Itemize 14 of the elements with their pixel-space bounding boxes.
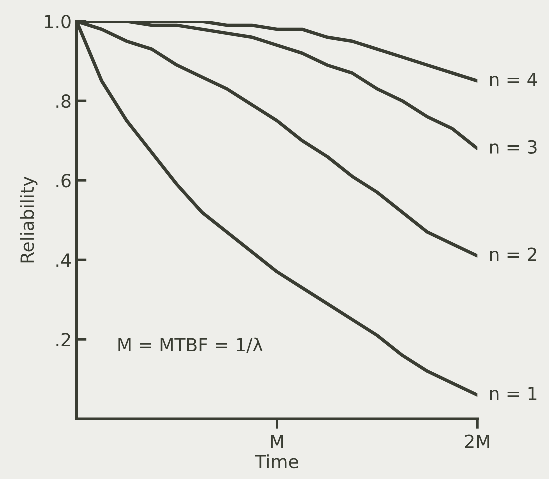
y-tick-label: .8 [56,94,71,108]
annotation: M = MTBF = 1/λ [118,338,263,354]
y-axis-title: Reliability [20,176,38,263]
series-label: n = 4 [490,73,538,86]
series-label: n = 2 [490,248,536,262]
x-tick-label: 2M [465,434,490,448]
series-label: n = 3 [490,140,537,154]
y-tick-label: .2 [56,333,70,346]
y-tick-label: .6 [56,174,71,188]
x-tick-label: M [271,434,284,448]
x-axis-title: Time [255,454,298,469]
series-label: n = 1 [490,387,537,400]
y-tick-label: .4 [56,254,71,267]
y-tick-label: 1.0 [45,15,71,29]
